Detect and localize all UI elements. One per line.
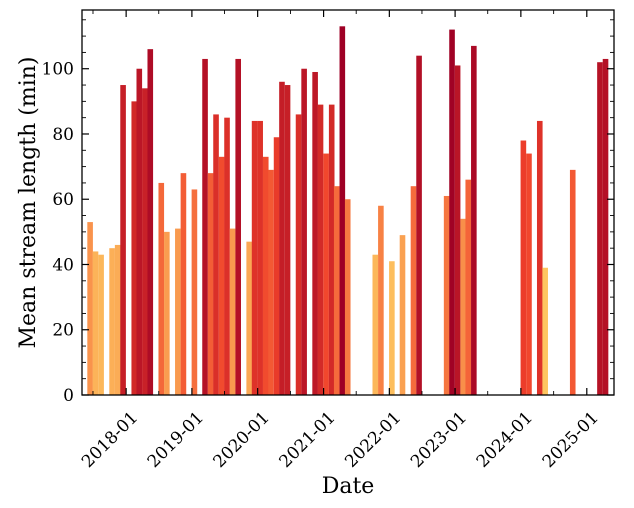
- x-axis-label: Date: [322, 474, 375, 499]
- bar-2019-11: [246, 241, 252, 395]
- bar-2021-05: [344, 199, 351, 395]
- bar-2020-12: [317, 104, 324, 396]
- bar-2023-03: [465, 179, 472, 395]
- bar-2021-03: [333, 186, 340, 395]
- bar-2024-05: [542, 267, 548, 395]
- bar-2020-02: [262, 156, 269, 395]
- y-axis: 0 20 40 60 80 100: [42, 19, 614, 406]
- bar-2022-12: [449, 29, 455, 396]
- bar-2019-07: [224, 117, 230, 396]
- bar-2024-02: [526, 153, 532, 395]
- bar-2020-09: [301, 68, 307, 395]
- bar-2018-10: [175, 228, 181, 395]
- bar-2018-03: [136, 68, 143, 395]
- bar-2019-06: [218, 156, 225, 395]
- bar-2018-02: [131, 101, 138, 396]
- bar-2021-10: [372, 254, 379, 395]
- y-tick-label: 40: [52, 255, 74, 275]
- bar-2021-11: [378, 205, 384, 395]
- x-tick-label: 2018-01: [78, 408, 142, 472]
- bar-2017-10: [109, 248, 115, 395]
- bar-2022-03: [399, 235, 406, 395]
- bar-2022-11: [443, 195, 450, 395]
- bar-2018-08: [164, 231, 170, 395]
- bar-2019-05: [213, 114, 219, 395]
- bar-2018-05: [147, 49, 154, 396]
- y-tick-label: 80: [52, 125, 74, 145]
- bar-2020-04: [273, 137, 280, 395]
- bar-2018-07: [158, 182, 165, 395]
- y-tick-label: 100: [42, 60, 74, 80]
- bars-group: [87, 26, 609, 396]
- bar-2024-01: [520, 140, 527, 395]
- x-tick-label: 2023-01: [407, 408, 471, 472]
- bar-2025-04: [602, 58, 609, 395]
- bar-2017-07: [92, 251, 99, 395]
- bar-2017-12: [120, 85, 126, 395]
- y-axis-label: Mean stream length (min): [16, 56, 41, 348]
- bar-2022-05: [410, 186, 417, 395]
- bar-2024-10: [569, 169, 576, 395]
- bar-2023-01: [454, 65, 461, 395]
- x-tick-label: 2025-01: [539, 408, 603, 472]
- bar-2022-06: [416, 55, 422, 396]
- bar-2021-01: [323, 153, 329, 395]
- bar-2019-03: [202, 58, 208, 395]
- bar-2019-08: [229, 228, 236, 395]
- bar-2019-04: [207, 173, 214, 395]
- y-tick-label: 0: [63, 386, 74, 406]
- bar-2018-11: [180, 173, 187, 395]
- bar-2020-08: [295, 114, 302, 395]
- x-tick-label: 2020-01: [210, 408, 274, 472]
- y-tick-label: 60: [52, 190, 74, 210]
- bar-2019-01: [191, 189, 198, 395]
- x-tick-label: 2024-01: [473, 408, 537, 472]
- bar-2021-02: [328, 104, 335, 396]
- x-tick-label: 2022-01: [341, 408, 405, 472]
- bar-2020-06: [284, 85, 291, 395]
- bar-2017-11: [114, 244, 121, 395]
- x-tick-label: 2019-01: [144, 408, 208, 472]
- bar-2020-03: [268, 169, 274, 395]
- bar-2020-05: [279, 81, 285, 395]
- x-tick-label: 2021-01: [276, 408, 340, 472]
- bar-2021-04: [339, 26, 346, 396]
- bar-2023-04: [471, 45, 477, 395]
- bar-2019-12: [251, 120, 258, 396]
- bar-2024-04: [536, 120, 543, 396]
- bar-2022-01: [389, 261, 395, 395]
- bar-2025-03: [597, 62, 603, 395]
- plot-frame: [81, 9, 615, 396]
- bar-2020-11: [312, 71, 318, 396]
- y-tick-label: 20: [52, 321, 74, 341]
- bar-2023-02: [460, 218, 467, 395]
- bar-2020-01: [257, 120, 263, 396]
- bar-2018-04: [142, 88, 148, 395]
- bar-2017-06: [87, 222, 93, 395]
- bar-2017-08: [98, 254, 104, 395]
- bar-2019-09: [235, 58, 241, 395]
